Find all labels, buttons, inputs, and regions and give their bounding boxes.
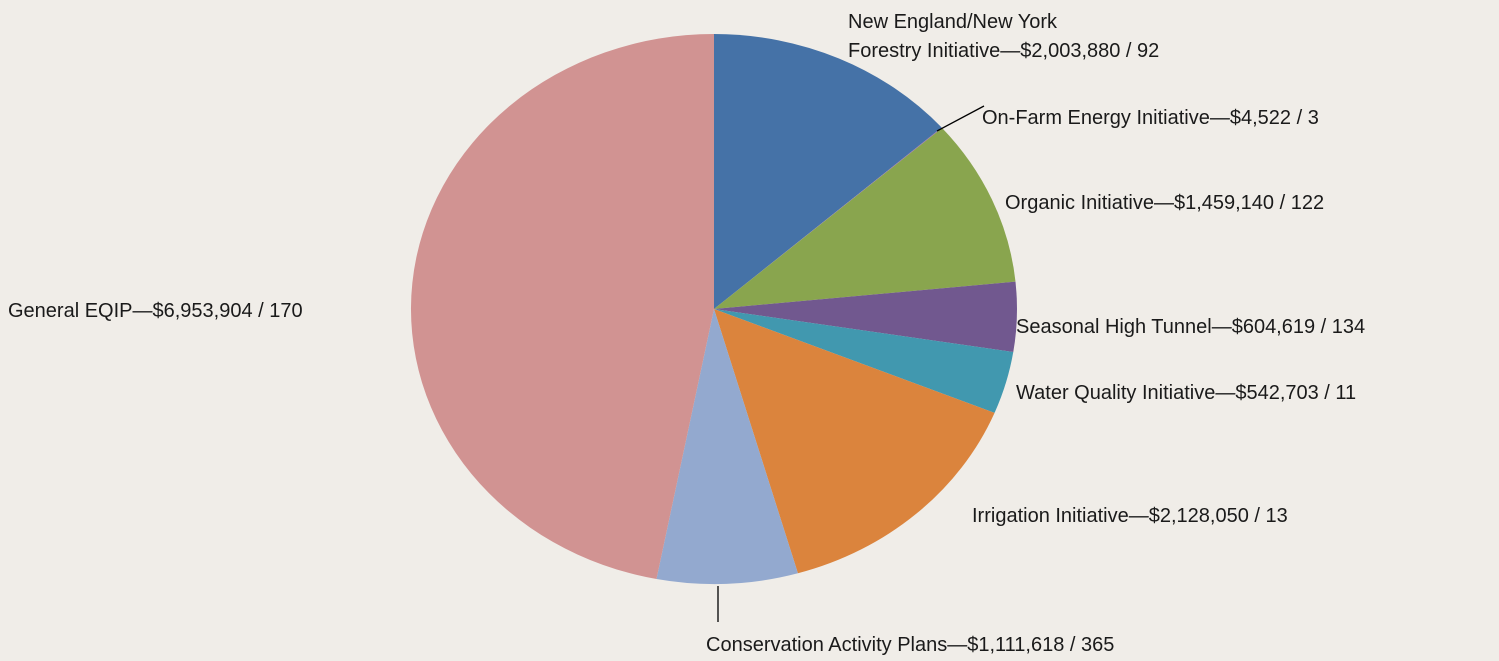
pie-slice-irrigation-initiative bbox=[714, 309, 995, 574]
pie-slice-new-england-new-york-forestry-initiative bbox=[714, 34, 942, 309]
leader-lines-layer bbox=[717, 105, 985, 622]
slice-label-seasonal-high-tunnel: Seasonal High Tunnel—$604,619 / 134 bbox=[1016, 316, 1365, 338]
slice-label-line: Seasonal High Tunnel—$604,619 / 134 bbox=[1016, 316, 1365, 338]
slice-label-general-eqip: General EQIP—$6,953,904 / 170 bbox=[8, 300, 303, 322]
slice-label-on-farm-energy-initiative: On-Farm Energy Initiative—$4,522 / 3 bbox=[982, 107, 1319, 129]
slice-label-new-england-new-york-forestry-initiative: New England/New York Forestry Initiative—… bbox=[848, 11, 1159, 62]
slice-label-water-quality-initiative: Water Quality Initiative—$542,703 / 11 bbox=[1016, 382, 1356, 404]
labels-layer: New England/New York Forestry Initiative—… bbox=[8, 11, 1365, 656]
pie-slice-organic-initiative bbox=[714, 127, 1016, 309]
slice-label-conservation-activity-plans: Conservation Activity Plans—$1,111,618 /… bbox=[706, 634, 1114, 656]
slices-layer bbox=[410, 33, 1017, 585]
slice-label-line: Water Quality Initiative—$542,703 / 11 bbox=[1016, 382, 1356, 404]
pie-slice-seasonal-high-tunnel bbox=[714, 281, 1017, 352]
pie-slice-general-eqip bbox=[410, 33, 714, 579]
slice-label-line: Organic Initiative—$1,459,140 / 122 bbox=[1005, 192, 1324, 214]
pie-slice-on-farm-energy-initiative bbox=[714, 127, 943, 309]
slice-label-line: General EQIP—$6,953,904 / 170 bbox=[8, 300, 303, 322]
slice-label-organic-initiative: Organic Initiative—$1,459,140 / 122 bbox=[1005, 192, 1324, 214]
slice-label-line: On-Farm Energy Initiative—$4,522 / 3 bbox=[982, 107, 1319, 129]
slice-label-line: Forestry Initiative—$2,003,880 / 92 bbox=[848, 40, 1159, 62]
slice-label-line: Conservation Activity Plans—$1,111,618 /… bbox=[706, 634, 1114, 656]
pie-slice-water-quality-initiative bbox=[714, 309, 1014, 413]
slice-label-line: New England/New York bbox=[848, 11, 1058, 33]
pie-slice-conservation-activity-plans bbox=[656, 309, 798, 585]
leader-line-on-farm-energy-initiative bbox=[936, 105, 985, 132]
slice-label-irrigation-initiative: Irrigation Initiative—$2,128,050 / 13 bbox=[972, 505, 1288, 527]
slice-label-line: Irrigation Initiative—$2,128,050 / 13 bbox=[972, 505, 1288, 527]
